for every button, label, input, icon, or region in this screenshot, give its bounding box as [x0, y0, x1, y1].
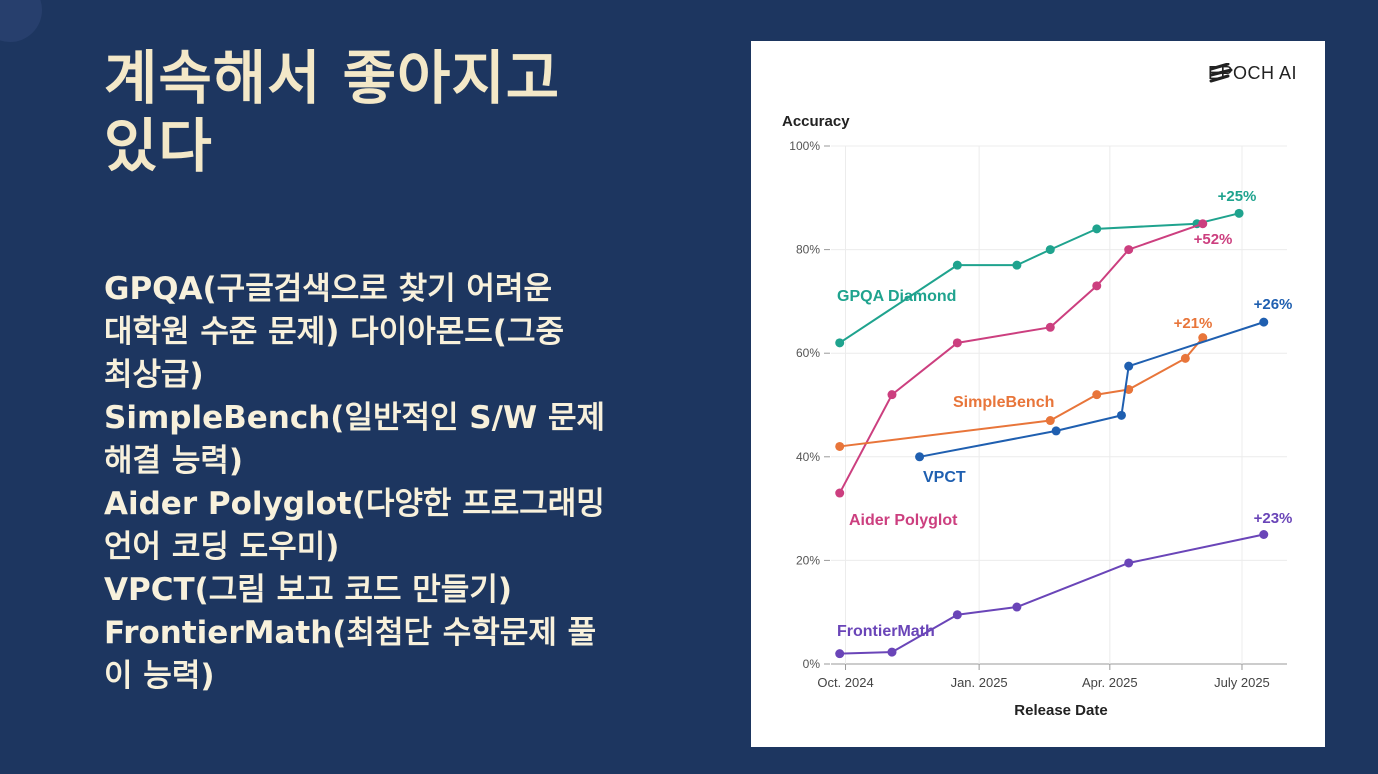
data-point-vpct — [1051, 426, 1061, 436]
y-tick-label: 0% — [803, 657, 821, 671]
series-line-frontiermath — [839, 533, 1264, 655]
data-point-aider-polyglot — [952, 338, 962, 348]
change-label-vpct: +26% — [1254, 296, 1293, 313]
series-label-frontiermath: FrontierMath — [837, 623, 935, 640]
chart-panel: EPOCH AI 0% 20% 40% 60% 80% 100% Oct. 2024 Jan.… — [751, 41, 1325, 747]
series-label-aider-polyglot: Aider Polyglot — [849, 512, 958, 529]
data-point-vpct — [1116, 410, 1126, 420]
y-tick-label: 40% — [796, 450, 820, 464]
x-tick-label: Jan. 2025 — [951, 675, 1008, 690]
accuracy-line-chart: 0% 20% 40% 60% 80% 100% Oct. 2024 Jan. 2025 Apr.… — [782, 113, 1293, 719]
data-point-gpqa-diamond — [1234, 208, 1244, 218]
series-line-vpct — [919, 321, 1265, 458]
data-point-gpqa-diamond — [952, 260, 962, 270]
x-axis-title: Release Date — [1014, 702, 1107, 719]
change-label-aider-polyglot: +52% — [1194, 231, 1233, 248]
data-point-gpqa-diamond — [1045, 245, 1055, 255]
data-point-aider-polyglot — [1092, 281, 1102, 291]
series-label-vpct: VPCT — [923, 469, 966, 486]
x-tick-label: Apr. 2025 — [1082, 675, 1138, 690]
x-tick-label: July 2025 — [1214, 675, 1270, 690]
bullet-frontiermath: FrontierMath(최첨단 수학문제 풀 이 능력) — [104, 615, 597, 694]
data-point-vpct — [1259, 317, 1269, 327]
data-point-gpqa-diamond — [1092, 224, 1102, 234]
data-point-aider-polyglot — [835, 488, 845, 498]
slide-title: 계속해서 좋아지고 있다 — [104, 44, 561, 180]
series-label-simplebench: SimpleBench — [953, 394, 1054, 411]
data-point-aider-polyglot — [1045, 322, 1055, 332]
y-axis-title: Accuracy — [782, 113, 850, 130]
data-point-gpqa-diamond — [1012, 260, 1022, 270]
data-point-gpqa-diamond — [835, 338, 845, 348]
data-point-frontiermath — [835, 649, 845, 659]
epoch-ai-logo: EPOCH AI — [1208, 63, 1297, 84]
y-tick-label: 60% — [796, 346, 820, 360]
series-label-gpqa-diamond: GPQA Diamond — [837, 288, 956, 305]
data-point-frontiermath — [1124, 558, 1134, 568]
data-point-frontiermath — [887, 647, 897, 657]
change-label-simplebench: +21% — [1174, 315, 1213, 332]
data-point-simplebench — [1198, 333, 1208, 343]
y-tick-label: 80% — [796, 243, 820, 257]
data-point-simplebench — [835, 441, 845, 451]
epoch-ai-logo-icon — [1209, 63, 1233, 83]
series-line-simplebench — [839, 337, 1204, 448]
y-tick-label: 100% — [789, 139, 820, 153]
change-label-frontiermath: +23% — [1254, 510, 1293, 527]
bullet-vpct: VPCT(그림 보고 코드 만들기) — [104, 572, 513, 608]
bullet-list: GPQA(구글검색으로 찾기 어려운 대학원 수준 문제) 다이아몬드(그중 최… — [104, 268, 704, 698]
corner-decoration — [0, 0, 42, 42]
bullet-aider-polyglot: Aider Polyglot(다양한 프로그래밍 언어 코딩 도우미) — [104, 486, 605, 565]
data-point-vpct — [1124, 361, 1134, 371]
data-point-frontiermath — [1259, 530, 1269, 539]
bullet-gpqa: GPQA(구글검색으로 찾기 어려운 대학원 수준 문제) 다이아몬드(그중 최… — [104, 271, 564, 393]
data-point-vpct — [915, 452, 925, 462]
data-point-frontiermath — [1012, 602, 1022, 612]
change-label-gpqa-diamond: +25% — [1218, 188, 1257, 205]
bullet-simplebench: SimpleBench(일반적인 S/W 문제 해결 능력) — [104, 400, 605, 479]
data-point-frontiermath — [952, 610, 962, 620]
data-point-simplebench — [1092, 390, 1102, 400]
data-point-aider-polyglot — [1124, 245, 1134, 255]
data-point-simplebench — [1180, 353, 1190, 363]
y-tick-label: 20% — [796, 553, 820, 567]
x-tick-label: Oct. 2024 — [817, 675, 873, 690]
data-point-aider-polyglot — [887, 390, 897, 400]
logo-text: EPOCH AI — [1207, 63, 1297, 83]
data-point-simplebench — [1045, 416, 1055, 426]
data-point-aider-polyglot — [1198, 219, 1208, 229]
